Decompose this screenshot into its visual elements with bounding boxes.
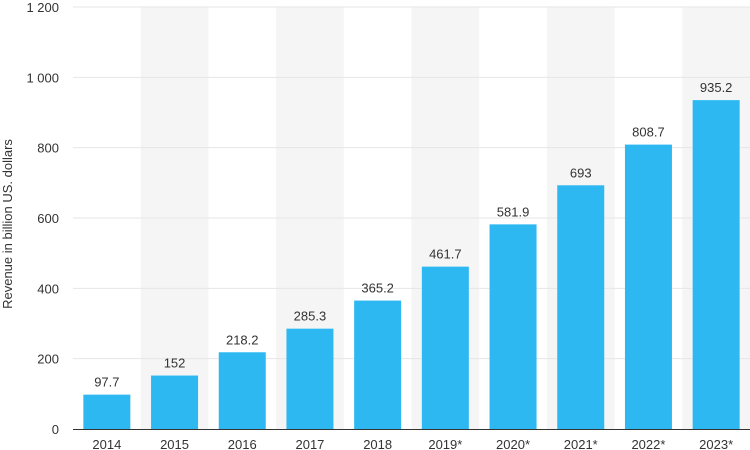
y-tick-label: 400 — [37, 281, 59, 296]
x-tick-label: 2017 — [295, 437, 324, 450]
bar — [489, 224, 537, 429]
data-label: 693 — [570, 165, 592, 180]
data-label: 581.9 — [497, 204, 530, 219]
x-tick-label: 2018 — [363, 437, 392, 450]
x-tick-label: 2023* — [699, 437, 733, 450]
data-label: 365.2 — [361, 281, 394, 296]
bar — [83, 394, 131, 429]
y-tick-label: 600 — [37, 211, 59, 226]
x-axis-ticks: 2014 2015 2016 2017 2018 2019* 2020* 2021* 2022*… — [92, 437, 733, 450]
bar — [421, 266, 469, 429]
bar — [692, 100, 740, 429]
y-tick-label: 800 — [37, 141, 59, 156]
y-tick-label: 1 000 — [26, 70, 59, 85]
x-tick-label: 2015 — [160, 437, 189, 450]
bar — [557, 185, 605, 429]
y-tick-label: 0 — [52, 422, 59, 437]
y-tick-label: 200 — [37, 352, 59, 367]
bar — [354, 300, 402, 429]
data-label: 935.2 — [700, 80, 733, 95]
data-label: 461.7 — [429, 247, 462, 262]
x-tick-label: 2016 — [228, 437, 257, 450]
bar — [286, 328, 334, 429]
y-tick-label: 1 200 — [26, 0, 59, 15]
data-label: 152 — [164, 356, 186, 371]
bar — [218, 352, 266, 429]
y-axis-label: Revenue in billion US. dollars — [0, 139, 15, 309]
x-tick-label: 2019* — [428, 437, 462, 450]
x-tick-label: 2022* — [631, 437, 665, 450]
data-label: 808.7 — [632, 125, 665, 140]
bar — [151, 375, 199, 429]
data-labels: 97.7 152 218.2 285.3 365.2 461.7 581.9 693 808.7… — [94, 80, 732, 390]
data-label: 218.2 — [226, 332, 259, 347]
x-tick-label: 2014 — [92, 437, 121, 450]
data-label: 285.3 — [294, 309, 327, 324]
data-label: 97.7 — [94, 375, 119, 390]
bars — [83, 100, 740, 429]
x-tick-label: 2021* — [564, 437, 598, 450]
y-axis-ticks: 0 200 400 600 800 1 000 1 200 — [26, 0, 59, 437]
bar — [624, 144, 672, 429]
x-tick-label: 2020* — [496, 437, 530, 450]
